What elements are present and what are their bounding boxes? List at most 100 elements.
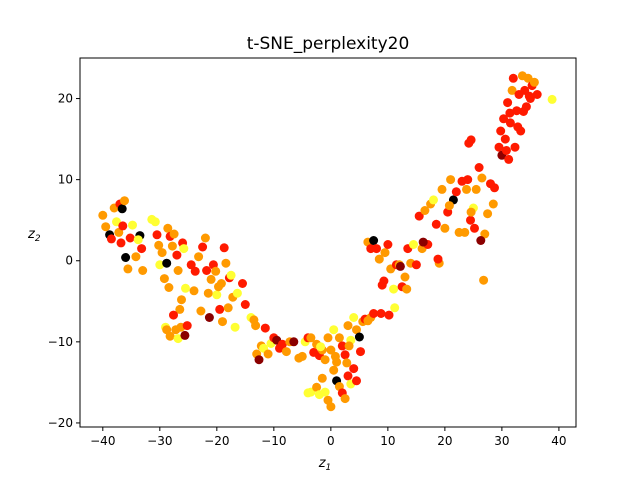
- scatter-point: [380, 248, 390, 258]
- scatter-point: [240, 300, 250, 309]
- scatter-point: [379, 276, 389, 286]
- scatter-point: [532, 90, 542, 99]
- scatter-point: [116, 238, 126, 248]
- scatter-point: [505, 108, 515, 118]
- scatter-point: [230, 322, 240, 332]
- x-axis-label: z1: [318, 456, 332, 473]
- scatter-point: [400, 272, 410, 282]
- x-axis-label-base: z: [318, 456, 327, 471]
- scatter-point: [330, 351, 340, 361]
- scatter-point: [389, 284, 399, 294]
- x-tick-label: 10: [380, 434, 395, 448]
- scatter-point: [460, 227, 470, 237]
- scatter-point: [206, 274, 216, 284]
- scatter-point: [349, 313, 359, 322]
- scatter-point: [383, 240, 393, 249]
- scatter-point: [198, 242, 208, 252]
- scatter-point: [349, 364, 359, 374]
- scatter-point: [186, 260, 196, 270]
- scatter-point: [203, 288, 213, 298]
- scatter-point: [251, 321, 261, 331]
- scatter-point: [513, 122, 523, 132]
- scatter-point: [376, 309, 386, 318]
- scatter-point: [342, 358, 352, 368]
- scatter-point: [374, 254, 384, 264]
- x-tick-label: 30: [494, 434, 509, 448]
- scatter-point: [390, 303, 400, 313]
- x-tick-label: −40: [90, 434, 115, 448]
- scatter-point: [519, 107, 528, 116]
- scatter-point: [340, 350, 350, 360]
- scatter-point: [175, 304, 185, 314]
- scatter-point: [218, 317, 227, 327]
- scatter-point: [343, 371, 353, 381]
- scatter-point: [260, 323, 270, 333]
- scatter-point: [340, 394, 350, 404]
- scatter-point: [402, 284, 412, 294]
- scatter-point: [446, 175, 456, 185]
- y-tick-label: 10: [58, 173, 73, 187]
- scatter-point: [480, 229, 490, 239]
- x-tick-label: −20: [204, 434, 229, 448]
- scatter-point: [474, 163, 484, 172]
- scatter-point: [106, 234, 116, 244]
- scatter-point: [123, 264, 133, 274]
- y-tick-label: −10: [48, 335, 73, 349]
- x-tick-label: 40: [551, 434, 566, 448]
- scatter-point: [167, 241, 177, 251]
- scatter-point: [429, 195, 438, 205]
- scatter-point: [101, 222, 111, 232]
- scatter-point: [254, 355, 264, 365]
- scatter-point: [125, 233, 135, 243]
- scatter-point: [440, 223, 450, 233]
- scatter-point: [215, 304, 225, 314]
- scatter-point: [189, 286, 199, 296]
- scatter-point: [204, 313, 214, 322]
- scatter-point: [306, 333, 316, 343]
- scatter-point: [316, 342, 326, 352]
- scatter-point: [326, 402, 336, 412]
- scatter-point: [500, 134, 510, 144]
- scatter-point: [179, 244, 189, 254]
- scatter-point: [138, 266, 148, 275]
- x-tick-label: −30: [147, 434, 172, 448]
- scatter-point: [437, 184, 447, 194]
- scatter-point: [114, 227, 124, 237]
- scatter-point: [155, 260, 165, 270]
- scatter-point: [508, 73, 518, 83]
- chart-title: t-SNE_perplexity20: [247, 34, 410, 54]
- scatter-point: [173, 266, 183, 275]
- scatter-point: [180, 330, 190, 340]
- y-axis-label: z2: [27, 227, 41, 244]
- scatter-point: [496, 126, 506, 136]
- y-axis-label-subscript: 2: [35, 234, 41, 244]
- scatter-point: [297, 351, 307, 361]
- scatter-point: [219, 243, 229, 253]
- scatter-point: [277, 339, 287, 349]
- scatter-point: [164, 283, 174, 292]
- scatter-point: [395, 261, 405, 271]
- scatter-point: [444, 201, 454, 211]
- scatter-point: [343, 321, 353, 331]
- scatter-point: [547, 94, 557, 104]
- scatter-point: [133, 235, 143, 245]
- scatter-point: [329, 325, 339, 335]
- scatter-point: [221, 258, 231, 268]
- scatter-point: [337, 341, 347, 351]
- scatter-point: [200, 233, 210, 243]
- scatter-point: [190, 266, 200, 276]
- scatter-point: [182, 321, 192, 331]
- scatter-point: [169, 229, 179, 239]
- scatter-point: [471, 184, 481, 194]
- scatter-point: [524, 91, 534, 101]
- points-layer: [98, 71, 557, 412]
- scatter-point: [211, 266, 221, 276]
- scatter-point: [466, 135, 476, 145]
- scatter-point: [356, 347, 365, 357]
- scatter-point: [479, 275, 489, 285]
- scatter-point: [326, 345, 336, 355]
- x-tick-label: 20: [437, 434, 452, 448]
- scatter-point: [177, 295, 186, 305]
